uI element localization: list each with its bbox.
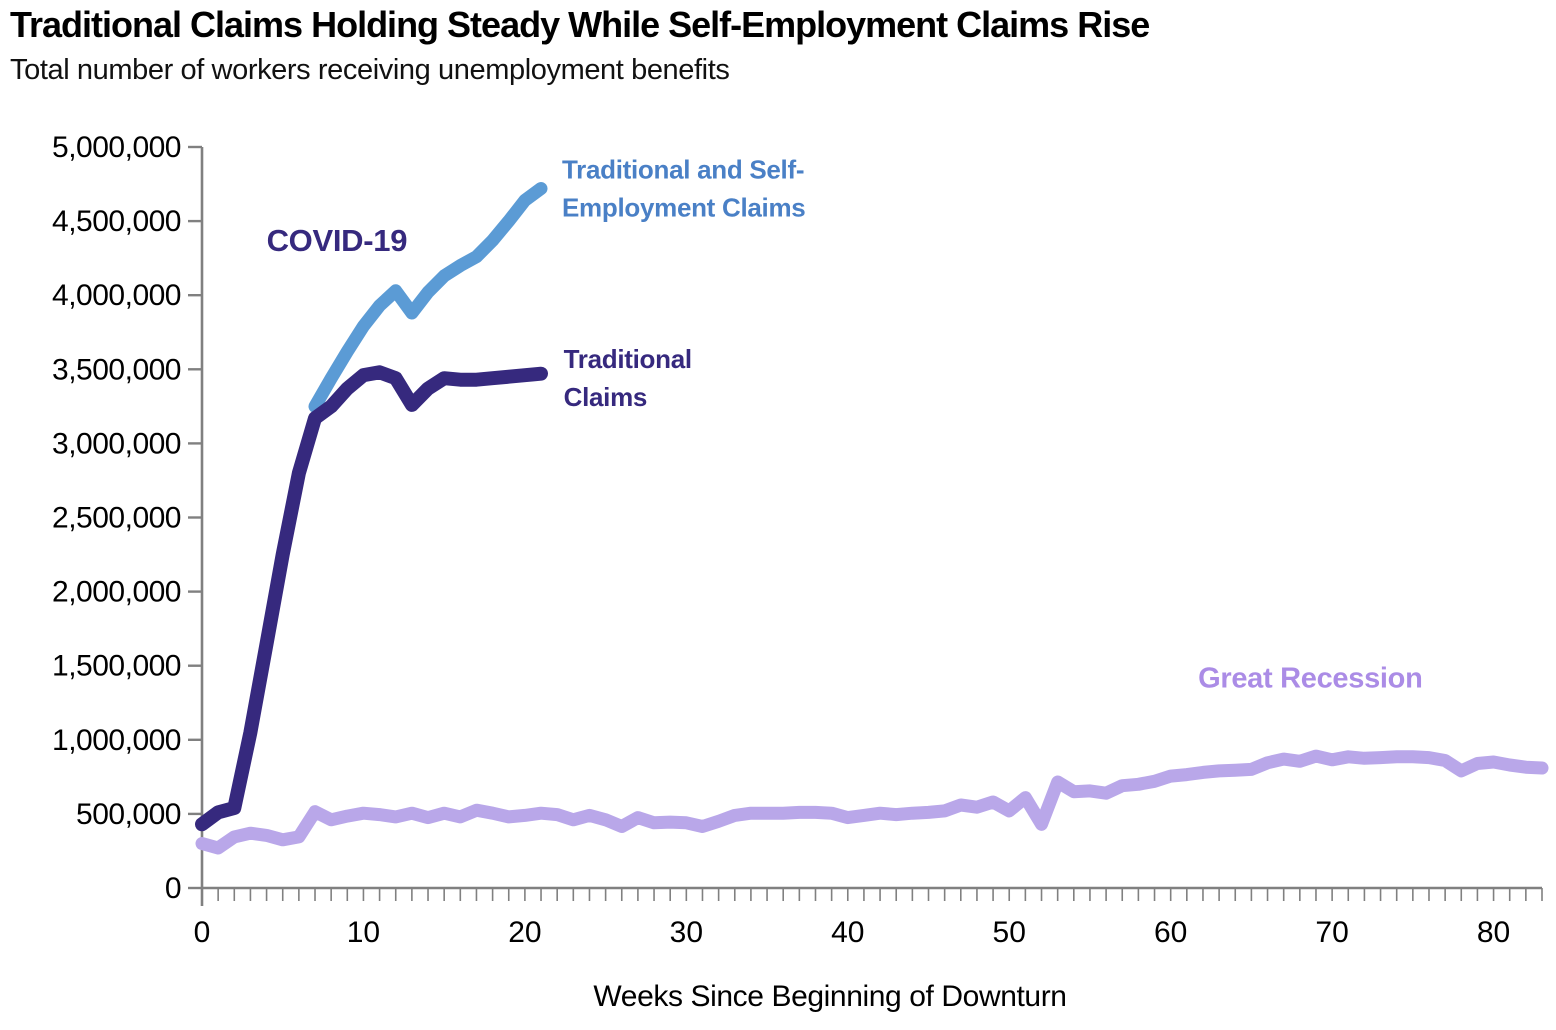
y-axis-tick-label: 2,000,000 <box>52 576 181 609</box>
chart-subtitle: Total number of workers receiving unempl… <box>10 54 730 86</box>
x-axis-tick-label: 40 <box>831 916 864 949</box>
y-axis-tick-label: 1,500,000 <box>52 650 181 683</box>
series-traditional-line <box>195 365 548 832</box>
x-axis-tick-label: 10 <box>347 916 380 949</box>
x-axis-title: Weeks Since Beginning of Downturn <box>593 980 1066 1013</box>
y-axis-tick-label: 1,000,000 <box>52 724 181 757</box>
annotation-combined-label: Traditional and Self-Employment Claims <box>562 154 805 222</box>
y-axis-tick-label: 4,500,000 <box>52 205 181 238</box>
x-axis-tick-label: 0 <box>194 916 211 949</box>
annotation-great-recession-label: Great Recession <box>1198 663 1422 695</box>
chart-title: Traditional Claims Holding Steady While … <box>10 4 1150 45</box>
x-axis-tick-label: 80 <box>1477 916 1510 949</box>
y-axis-tick-label: 0 <box>165 872 181 905</box>
y-axis-tick-label: 3,500,000 <box>52 353 181 386</box>
annotation-covid-19-label: COVID-19 <box>267 223 408 258</box>
annotation-traditional-label: Traditional Claims <box>564 344 692 412</box>
y-axis-tick-label: 4,000,000 <box>52 279 181 312</box>
y-axis-tick-label: 500,000 <box>76 798 181 831</box>
series-combined-line <box>308 182 548 413</box>
y-axis-tick-label: 2,500,000 <box>52 502 181 535</box>
y-axis-tick-label: 5,000,000 <box>52 131 181 164</box>
x-axis-tick-label: 60 <box>1154 916 1187 949</box>
x-axis-tick-label: 70 <box>1315 916 1348 949</box>
x-axis-tick-label: 20 <box>508 916 541 949</box>
x-axis-tick-label: 30 <box>670 916 703 949</box>
x-axis-tick-label: 50 <box>993 916 1026 949</box>
series-great-recession-line <box>195 749 1549 855</box>
y-axis-tick-label: 3,000,000 <box>52 427 181 460</box>
